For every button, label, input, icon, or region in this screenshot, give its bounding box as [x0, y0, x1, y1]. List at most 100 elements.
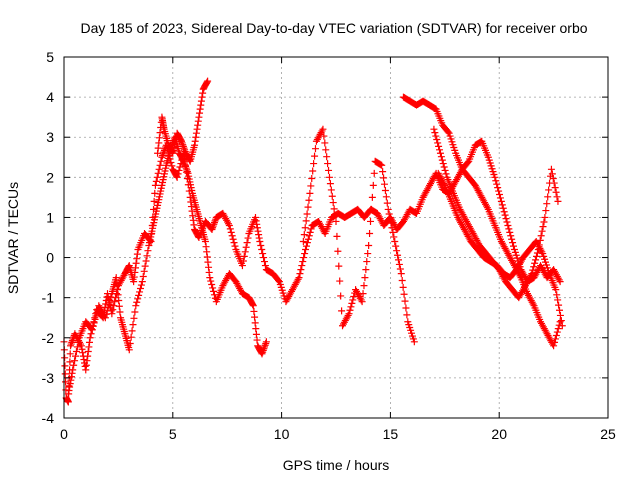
y-tick-labels: -4 -3 -2 -1 0 1 2 3 4 5 — [42, 49, 55, 426]
data-point — [130, 314, 138, 322]
data-point — [363, 258, 371, 266]
data-point — [69, 366, 77, 374]
data-point — [196, 105, 204, 113]
data-point — [502, 215, 510, 223]
data-point — [144, 247, 152, 255]
data-point — [530, 263, 538, 271]
data-point — [433, 136, 441, 144]
data-point — [491, 173, 499, 181]
data-point — [444, 128, 452, 136]
data-point — [154, 169, 162, 177]
data-point — [256, 238, 264, 246]
data-point — [84, 348, 92, 356]
data-point — [380, 180, 388, 188]
data-point — [253, 336, 261, 344]
data-point — [410, 338, 418, 346]
data-point — [252, 325, 260, 333]
data-point — [130, 273, 138, 281]
data-point — [332, 217, 340, 225]
data-point — [134, 295, 142, 303]
data-point — [64, 390, 72, 398]
data-point — [197, 97, 205, 105]
data-point — [386, 215, 394, 223]
data-point — [378, 161, 386, 169]
data-point — [175, 166, 183, 174]
data-point — [384, 205, 392, 213]
data-point — [542, 207, 550, 215]
data-point — [262, 340, 270, 348]
data-point — [191, 137, 199, 145]
data-point — [209, 222, 217, 230]
data-point — [261, 343, 269, 351]
data-point — [104, 303, 112, 311]
data-point — [131, 268, 139, 276]
data-point — [437, 153, 445, 161]
data-point — [436, 146, 444, 154]
data-point — [261, 341, 269, 349]
data-point — [494, 184, 502, 192]
data-point — [261, 258, 269, 266]
data-point — [400, 290, 408, 298]
data-point — [506, 228, 514, 236]
data-point — [397, 270, 405, 278]
data-point — [67, 342, 75, 350]
data-point — [111, 298, 119, 306]
data-point — [322, 146, 330, 154]
data-point — [114, 291, 122, 299]
data-point — [254, 227, 262, 235]
data-point — [102, 310, 110, 318]
data-point — [308, 174, 316, 182]
data-point — [549, 174, 557, 182]
data-point — [64, 398, 72, 406]
data-point — [396, 265, 404, 273]
data-point — [250, 307, 258, 315]
data-point — [344, 311, 352, 319]
data-point — [508, 235, 516, 243]
data-point — [155, 134, 163, 142]
data-point — [334, 247, 342, 255]
data-point — [431, 129, 439, 137]
data-point — [509, 239, 517, 247]
x-tick-label: 15 — [383, 426, 399, 442]
data-point — [319, 125, 327, 133]
data-point — [168, 148, 176, 156]
data-point — [379, 168, 387, 176]
data-point — [210, 219, 218, 227]
data-point — [140, 267, 148, 275]
data-point — [556, 318, 564, 326]
data-point — [394, 256, 402, 264]
data-point — [67, 376, 75, 384]
y-tick-label: -3 — [42, 370, 55, 386]
data-point — [539, 223, 547, 231]
data-point — [365, 242, 373, 250]
data-point — [370, 169, 378, 177]
data-point — [189, 216, 197, 224]
data-point — [80, 356, 88, 364]
data-point — [262, 338, 270, 346]
data-point — [259, 346, 267, 354]
data-point — [203, 253, 211, 261]
data-point — [178, 137, 186, 145]
data-point — [531, 259, 539, 267]
y-tick-label: 3 — [46, 129, 54, 145]
data-point — [83, 357, 91, 365]
data-point — [402, 304, 410, 312]
data-point — [205, 268, 213, 276]
data-point — [348, 299, 356, 307]
data-point — [239, 257, 247, 265]
data-point — [253, 220, 261, 228]
data-point — [88, 326, 96, 334]
data-point — [180, 157, 188, 165]
data-point — [496, 194, 504, 202]
data-point — [387, 219, 395, 227]
data-point — [208, 280, 216, 288]
data-point — [72, 348, 80, 356]
data-point — [493, 180, 501, 188]
data-point — [368, 193, 376, 201]
data-point — [259, 348, 267, 356]
data-point — [116, 308, 124, 316]
data-point — [552, 188, 560, 196]
data-point — [61, 362, 69, 370]
data-point — [391, 238, 399, 246]
data-point — [155, 139, 163, 147]
